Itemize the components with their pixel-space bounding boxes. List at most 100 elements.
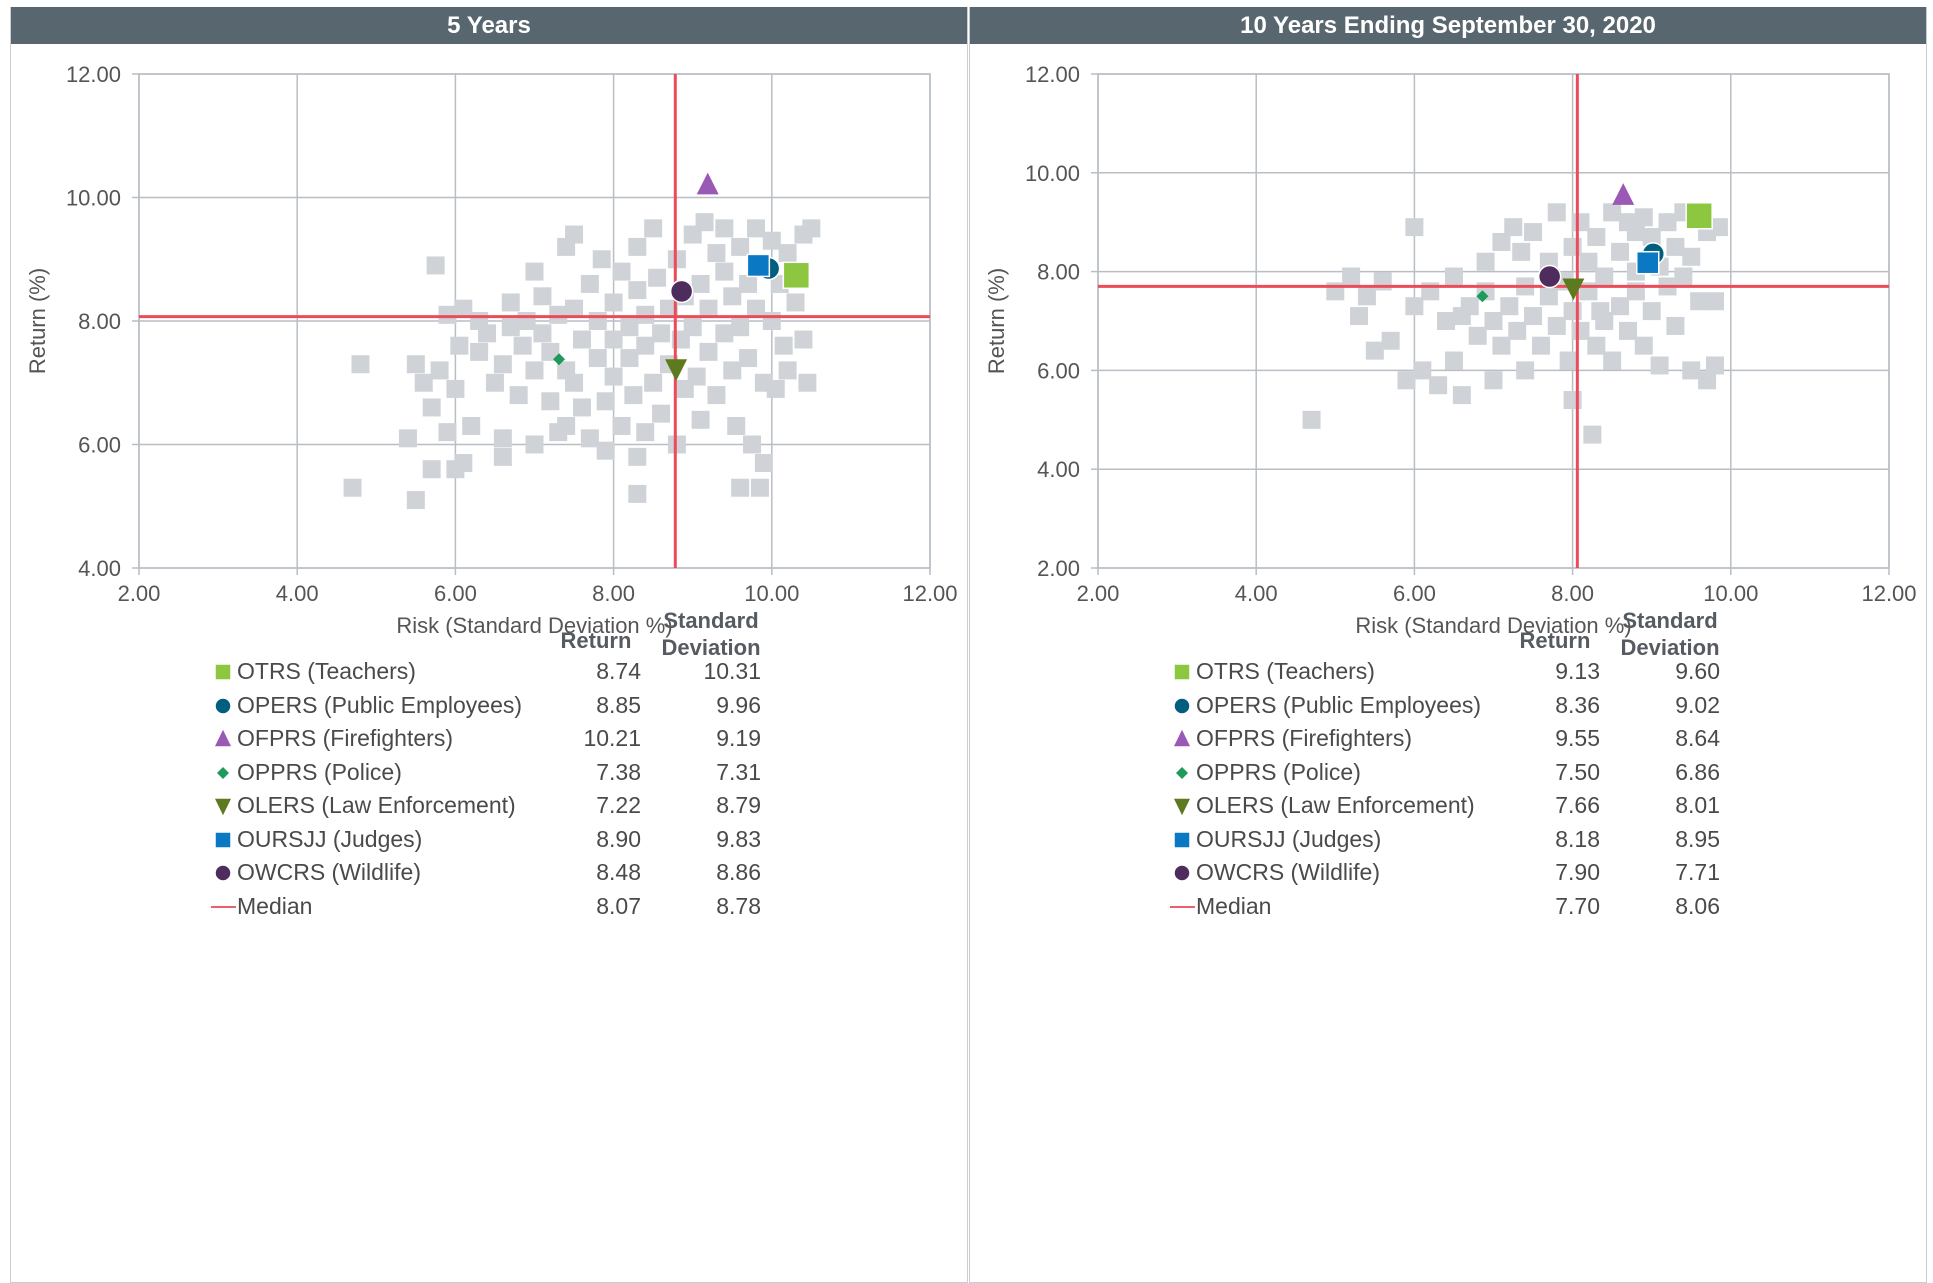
fund-marker [553, 353, 566, 366]
fund-marker [782, 261, 811, 290]
legend-std-value: 8.86 [716, 859, 761, 885]
universe-point [1452, 386, 1471, 405]
x-tick-label: 2.00 [118, 581, 161, 606]
universe-point [786, 293, 805, 312]
legend-marker [1173, 830, 1191, 849]
universe-point [1342, 267, 1361, 286]
universe-point [470, 342, 489, 361]
x-tick-label: 6.00 [434, 581, 477, 606]
universe-point [454, 299, 473, 318]
universe-point [541, 342, 560, 361]
universe-point [1492, 336, 1511, 355]
universe-point [794, 330, 813, 349]
legend-marker [1173, 864, 1191, 882]
legend-label: OURSJJ (Judges) [1196, 825, 1382, 852]
universe-point [525, 262, 544, 281]
fund-marker [1685, 202, 1713, 230]
universe-point [1666, 237, 1685, 256]
x-tick-label: 10.00 [1703, 581, 1758, 606]
universe-point [739, 349, 758, 368]
legend-marker [1173, 696, 1191, 715]
universe-point [1559, 351, 1578, 370]
universe-point [580, 429, 599, 448]
legend-return-value: 7.38 [596, 758, 641, 785]
universe-point [525, 435, 544, 454]
universe-point [1476, 252, 1495, 271]
universe-point [1634, 336, 1653, 355]
universe-point [596, 392, 615, 411]
universe-point [478, 324, 497, 343]
legend-row: OLERS (Law Enforcement) 7.66 8.01 [1170, 789, 1730, 821]
universe-point [1642, 228, 1661, 247]
legend-std-value: 8.78 [716, 892, 761, 919]
universe-point [691, 274, 710, 293]
universe-point [667, 250, 686, 269]
universe-point [754, 454, 773, 473]
universe-point [1583, 425, 1602, 444]
universe-point [501, 318, 520, 337]
legend-std-value: 9.83 [716, 825, 761, 852]
universe-point [1350, 307, 1369, 326]
legend-std-value: 8.06 [1675, 892, 1720, 919]
legend-row: OWCRS (Wildlife) 7.90 7.71 [1170, 856, 1730, 888]
legend-symbol [211, 905, 236, 908]
universe-point [1357, 287, 1376, 306]
legend-return-value: 7.66 [1555, 792, 1600, 818]
legend-label: OLERS (Law Enforcement) [1196, 792, 1475, 818]
universe-point [762, 231, 781, 250]
universe-point [1484, 312, 1503, 330]
legend-label: Median [237, 892, 313, 919]
legend-label: OURSJJ (Judges) [237, 825, 423, 852]
y-tick-label: 10.00 [66, 186, 121, 211]
universe-point [1397, 371, 1416, 390]
universe-point [533, 324, 552, 343]
y-tick-label: 8.00 [1037, 260, 1080, 285]
universe-point [438, 423, 457, 442]
legend-return-value: 9.13 [1555, 658, 1600, 684]
x-tick-label: 4.00 [276, 581, 319, 606]
universe-point [652, 324, 671, 343]
universe-point [446, 379, 465, 398]
universe-point [1516, 361, 1535, 380]
y-tick-label: 4.00 [78, 556, 121, 581]
universe-point [743, 435, 762, 454]
universe-point [414, 373, 433, 392]
universe-point [1587, 228, 1606, 247]
legend-marker [214, 663, 232, 681]
universe-point [1690, 292, 1709, 311]
universe-point [1444, 267, 1463, 286]
legend-header-std-dev: Standard Deviation [661, 608, 761, 660]
legend-marker [214, 696, 232, 715]
legend-label: OPERS (Public Employees) [1196, 691, 1482, 718]
universe-point [426, 256, 445, 275]
universe-point [446, 460, 465, 479]
legend-row: OTRS (Teachers) 8.74 10.31 [211, 655, 771, 687]
universe-point [778, 244, 797, 263]
universe-point [687, 367, 706, 386]
legend-symbol [214, 830, 232, 849]
universe-point [1563, 302, 1582, 321]
universe-point [715, 219, 734, 238]
universe-point [636, 423, 655, 442]
universe-point [652, 404, 671, 423]
x-tick-label: 4.00 [1235, 581, 1278, 606]
legend-std-value: 9.19 [716, 725, 761, 751]
universe-point [1666, 316, 1685, 335]
panel-title: 5 Years [11, 7, 967, 44]
universe-point [1563, 237, 1582, 256]
universe-point [1504, 218, 1523, 237]
legend-symbol [1176, 766, 1188, 779]
legend-symbol [1174, 729, 1190, 747]
universe-point [557, 237, 576, 256]
universe-point [1365, 341, 1384, 360]
universe-point [549, 305, 568, 324]
legend-marker [215, 798, 231, 816]
universe-point [778, 361, 797, 380]
legend-marker [1174, 798, 1190, 816]
universe-point [1405, 297, 1424, 316]
legend-row: OFPRS (Firefighters) 9.55 8.64 [1170, 722, 1730, 754]
universe-point [766, 379, 785, 398]
universe-point [509, 386, 528, 405]
universe-point [351, 355, 370, 374]
y-tick-label: 8.00 [78, 309, 121, 334]
